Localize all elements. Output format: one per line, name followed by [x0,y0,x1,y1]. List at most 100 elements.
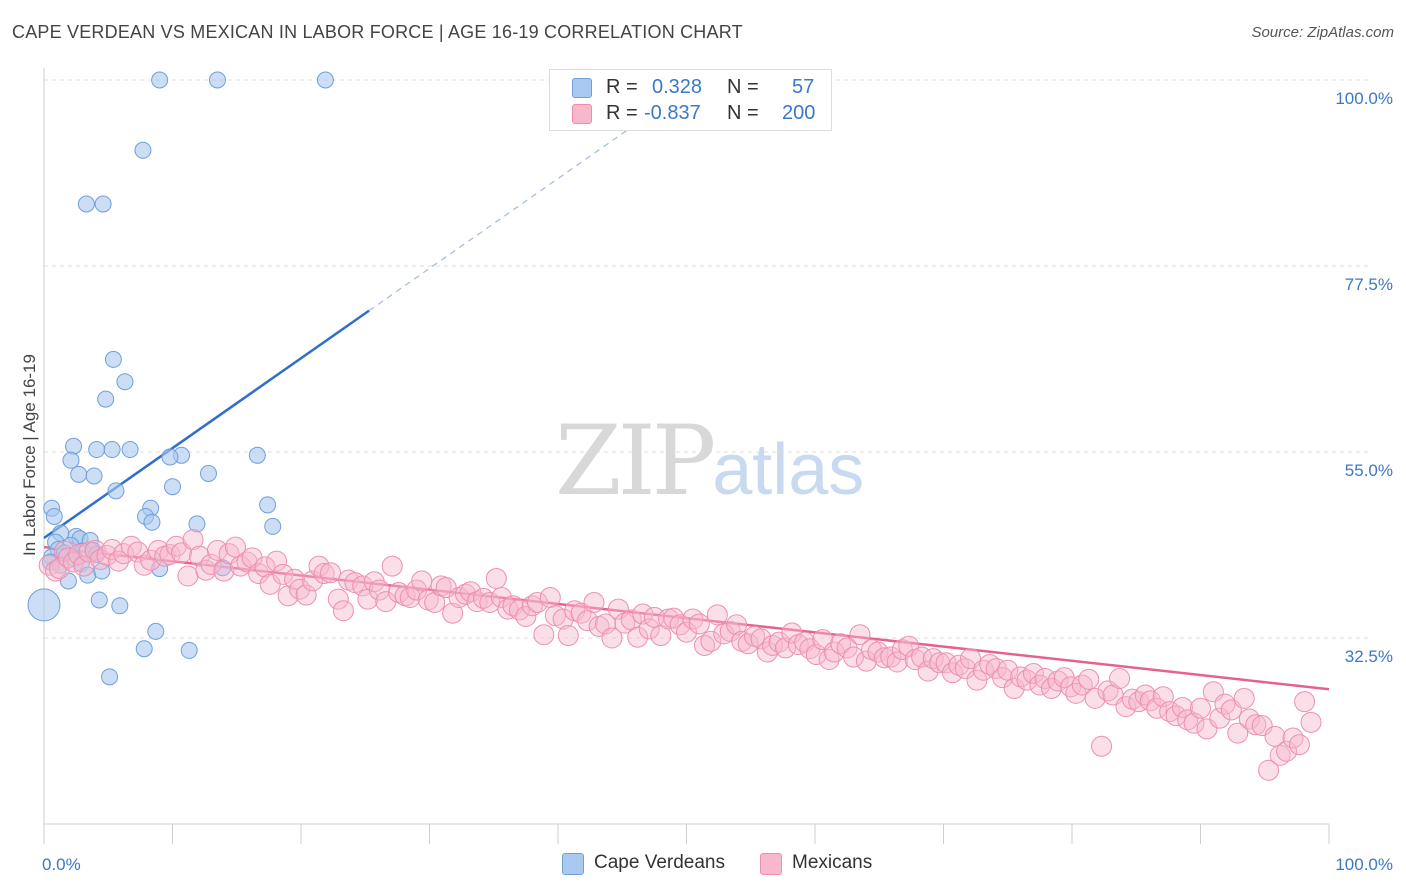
mexican-point [886,651,908,673]
mexican-point [170,542,192,564]
mexican-point [272,563,294,585]
mexican-point [1159,701,1181,723]
cape-verdean-point [116,373,134,391]
x-tick-label: 100.0% [1335,855,1393,874]
mexican-point [515,606,537,628]
mexican-point [460,581,482,603]
cape-verdean-point [94,195,112,213]
legend-n-label: N = [727,76,759,98]
mexican-point [948,654,970,676]
bottom-legend-label: Mexicans [792,852,873,873]
mexican-point [1091,735,1113,757]
grid-lines [44,79,1369,639]
mexican-point [867,641,889,663]
cape-verdean-point [90,591,108,609]
mexican-point [213,560,235,582]
mexican-point [873,647,895,669]
mexican-point [490,586,512,608]
cape-verdean-point [27,588,61,622]
legend-swatch-cape-verdeans [572,78,592,98]
bottom-legend-swatch-cape-verdeans [562,853,584,875]
correlation-legend: R = 0.328 N = 57 R = -0.837 N = 200 [549,69,832,131]
trend-lines [43,124,1330,691]
mexican-point [922,648,944,670]
cape-verdean-point [93,562,111,580]
source-label: Source: ZipAtlas.com [1251,24,1394,41]
mexican-point [200,553,222,575]
mexican-point [1084,687,1106,709]
mexican-point [1276,740,1298,762]
cape-verdean-trend-extension [368,124,636,312]
legend-swatch-mexicans [572,104,592,124]
mexican-point [381,555,403,577]
mexican-point [849,624,871,646]
legend-r-value: 0.328 [652,76,703,98]
mexican-point [1209,707,1231,729]
mexican-point [1146,697,1168,719]
cape-verdean-point [147,622,165,640]
mexican-point [1214,693,1236,715]
cape-verdean-point [62,451,80,469]
mexican-point [1016,669,1038,691]
mexican-point [1288,734,1310,756]
mexican-point [45,560,67,582]
mexican-point [935,652,957,674]
cape-verdean-point [104,350,122,368]
cape-verdean-point [70,465,88,483]
legend-n-label: N = [727,102,759,124]
legend-n-value: 200 [782,102,816,124]
mexican-point [843,646,865,668]
mexican-point [954,658,976,680]
mexican-trend-line [43,545,1330,691]
mexican-point [750,628,772,650]
mexican-point [1003,677,1025,699]
mexican-point [1258,759,1280,781]
mexican-point [295,584,317,606]
mexican-point [1010,666,1032,688]
legend-r-label: R = [606,102,638,124]
cape-verdean-point [135,640,153,658]
legend-r-label: R = [606,76,638,98]
mexican-point [830,633,852,655]
mexican-point [1282,727,1304,749]
mexican-point [254,556,276,578]
cape-verdean-point [316,71,334,89]
mexican-point [277,585,299,607]
mexican-point [663,607,685,629]
mexican-point [68,544,90,566]
mexican-point [526,591,548,613]
mexican-point [706,604,728,626]
mexican-point [1172,696,1194,718]
mexican-point [206,539,228,561]
mexican-point [472,587,494,609]
mexican-point [966,669,988,691]
mexican-point [676,621,697,643]
y-tick-label: 32.5% [1345,647,1393,666]
mexican-point [332,600,354,622]
mexican-point [352,575,374,597]
cape-verdean-point [121,441,139,459]
cape-verdean-point [143,513,161,531]
cape-verdean-point [103,441,121,459]
mexican-point [1245,714,1267,736]
cape-verdean-point [45,507,63,525]
y-axis-label: In Labor Force | Age 16-19 [20,354,39,556]
mexican-point [595,613,617,635]
cape-verdean-point [65,437,83,455]
mexican-point [855,650,877,672]
mexican-point [627,626,649,648]
mexican-point [411,570,433,592]
mexican-point [448,586,470,608]
cape-verdean-point [180,641,198,659]
mexican-point [1034,668,1056,690]
mexican-point [1294,691,1316,713]
mexican-point [182,529,204,551]
mexican-point [917,660,939,682]
x-tick-label: 0.0% [42,855,81,874]
mexican-point [1022,663,1044,685]
mexican-point [1238,708,1260,730]
cape-verdean-point [97,390,115,408]
bottom-legend-label: Cape Verdeans [594,852,725,873]
mexican-point [508,599,530,621]
mexican-point [320,562,342,584]
